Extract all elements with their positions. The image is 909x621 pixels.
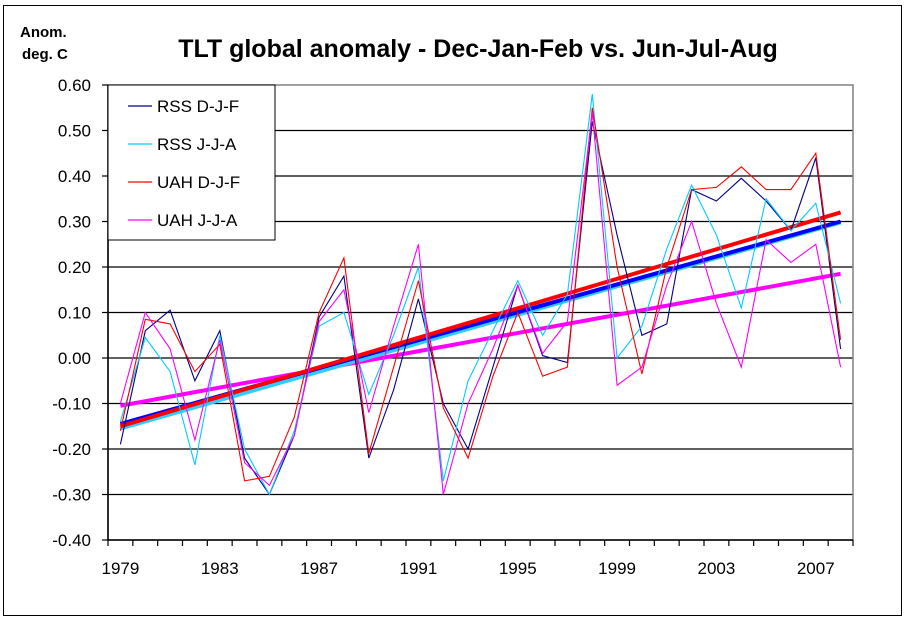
y-tick-label: 0.40 (58, 167, 91, 186)
x-tick-label: 1979 (102, 559, 140, 578)
chart-title: TLT global anomaly - Dec-Jan-Feb vs. Jun… (178, 35, 778, 63)
y-tick-label: 0.60 (58, 76, 91, 95)
series-line (119, 94, 842, 496)
legend-label-uah-djf: UAH D-J-F (157, 173, 240, 192)
legend-label-rss-djf: RSS D-J-F (157, 97, 239, 116)
legend-label-uah-jja: UAH J-J-A (157, 211, 238, 230)
y-tick-label: -0.30 (52, 486, 91, 505)
legend-item-rss-jja: RSS J-J-A (128, 135, 237, 154)
y-tick-label: -0.10 (52, 395, 91, 414)
legend-item-uah-djf: UAH D-J-F (128, 173, 240, 192)
legend: RSS D-J-F RSS J-J-A UAH D-J-F UAH J-J-A (107, 84, 276, 241)
y-axis-label-line-1: Anom. (20, 24, 67, 41)
x-tick-label: 1983 (201, 559, 239, 578)
x-tick-label: 2007 (797, 559, 835, 578)
series-rss-j-j-a (119, 94, 842, 496)
legend-label-rss-jja: RSS J-J-A (157, 135, 237, 154)
y-tick-label: 0.00 (58, 349, 91, 368)
series-line (119, 121, 842, 496)
trend-lines (119, 210, 842, 431)
gridlines (108, 129, 853, 496)
legend-item-rss-djf: RSS D-J-F (128, 97, 239, 116)
x-tick-label: 1999 (598, 559, 636, 578)
y-tick-label: -0.20 (52, 440, 91, 459)
series-uah-d-j-f (119, 107, 842, 482)
x-tick-label: 1987 (300, 559, 338, 578)
trend-line (120, 271, 841, 408)
series-uah-j-j-a (119, 112, 842, 495)
legend-box (107, 84, 276, 241)
y-tick-label: 0.30 (58, 213, 91, 232)
data-series (119, 94, 842, 496)
x-tick-label: 1991 (400, 559, 438, 578)
y-tick-label: 0.10 (58, 304, 91, 323)
series-line (119, 107, 842, 482)
y-axis-label-line-2: deg. C (22, 46, 68, 63)
chart-frame (3, 5, 902, 616)
x-tick-label: 1995 (499, 559, 537, 578)
y-axis-ticks: 0.60 0.50 0.40 0.30 0.20 0.10 0.00 -0.10 -0.20 -0… (52, 76, 108, 550)
y-tick-label: -0.40 (52, 531, 91, 550)
y-tick-label: 0.20 (58, 258, 91, 277)
y-tick-label: 0.50 (58, 122, 91, 141)
series-line (119, 112, 842, 495)
x-tick-label: 2003 (698, 559, 736, 578)
x-axis-ticks: 1979 1983 1987 1991 1995 1999 2003 2007 (102, 540, 854, 578)
legend-item-uah-jja: UAH J-J-A (128, 211, 238, 230)
